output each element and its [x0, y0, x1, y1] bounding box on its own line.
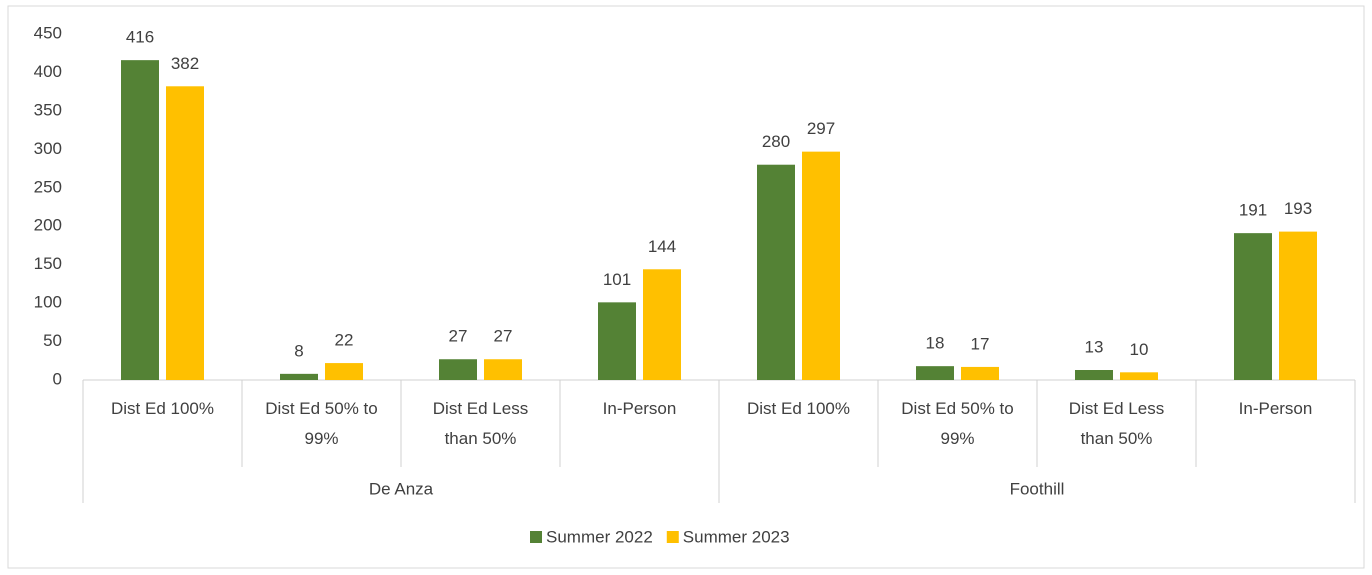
data-label: 27 [449, 327, 468, 346]
bar [1279, 231, 1317, 380]
x-tick-label: In-Person [603, 399, 677, 418]
bar [439, 359, 477, 380]
data-label: 17 [971, 334, 990, 353]
x-tick-label: Dist Ed Less than 50% [1069, 399, 1164, 448]
y-tick-label: 300 [34, 139, 62, 158]
y-tick-label: 100 [34, 293, 62, 312]
bar [643, 269, 681, 380]
bar [484, 359, 522, 380]
y-tick-label: 350 [34, 100, 62, 119]
bar [1234, 233, 1272, 380]
bar [757, 164, 795, 380]
y-tick-label: 50 [43, 331, 62, 350]
x-tick-label: Dist Ed Less than 50% [433, 399, 528, 448]
bar [325, 363, 363, 380]
y-tick-label: 150 [34, 254, 62, 273]
legend-swatch [666, 531, 679, 543]
bar [166, 86, 204, 380]
group-label: Foothill [1010, 479, 1065, 498]
x-tick-label: Dist Ed 50% to 99% [265, 399, 377, 448]
data-label: 297 [807, 119, 835, 138]
data-label: 101 [603, 270, 631, 289]
x-tick-label: Dist Ed 50% to 99% [901, 399, 1013, 448]
y-tick-label: 250 [34, 177, 62, 196]
bar [1075, 370, 1113, 380]
data-label: 193 [1284, 199, 1312, 218]
bar [802, 151, 840, 380]
data-label: 191 [1239, 201, 1267, 220]
bar [121, 60, 159, 381]
group-label: De Anza [369, 479, 434, 498]
y-tick-label: 200 [34, 216, 62, 235]
legend-label: Summer 2022 [546, 527, 653, 546]
y-tick-label: 450 [34, 23, 62, 42]
bar [598, 302, 636, 380]
bar [1120, 372, 1158, 380]
data-label: 18 [926, 334, 945, 353]
data-label: 27 [494, 327, 513, 346]
data-label: 144 [648, 237, 676, 256]
data-label: 382 [171, 54, 199, 73]
bar [280, 373, 318, 380]
data-label: 13 [1085, 337, 1104, 356]
data-label: 280 [762, 132, 790, 151]
x-tick-label: In-Person [1239, 399, 1313, 418]
y-tick-label: 400 [34, 62, 62, 81]
y-tick-label: 0 [53, 369, 62, 388]
bar [916, 366, 954, 380]
legend-swatch [530, 531, 542, 543]
x-tick-label: Dist Ed 100% [747, 399, 850, 418]
data-label: 22 [335, 331, 354, 350]
bar [961, 366, 999, 380]
data-label: 8 [294, 341, 303, 360]
data-label: 10 [1130, 340, 1149, 359]
data-label: 416 [126, 28, 154, 47]
legend-label: Summer 2023 [683, 527, 790, 546]
x-tick-label: Dist Ed 100% [111, 399, 214, 418]
chart-border [7, 5, 1365, 569]
